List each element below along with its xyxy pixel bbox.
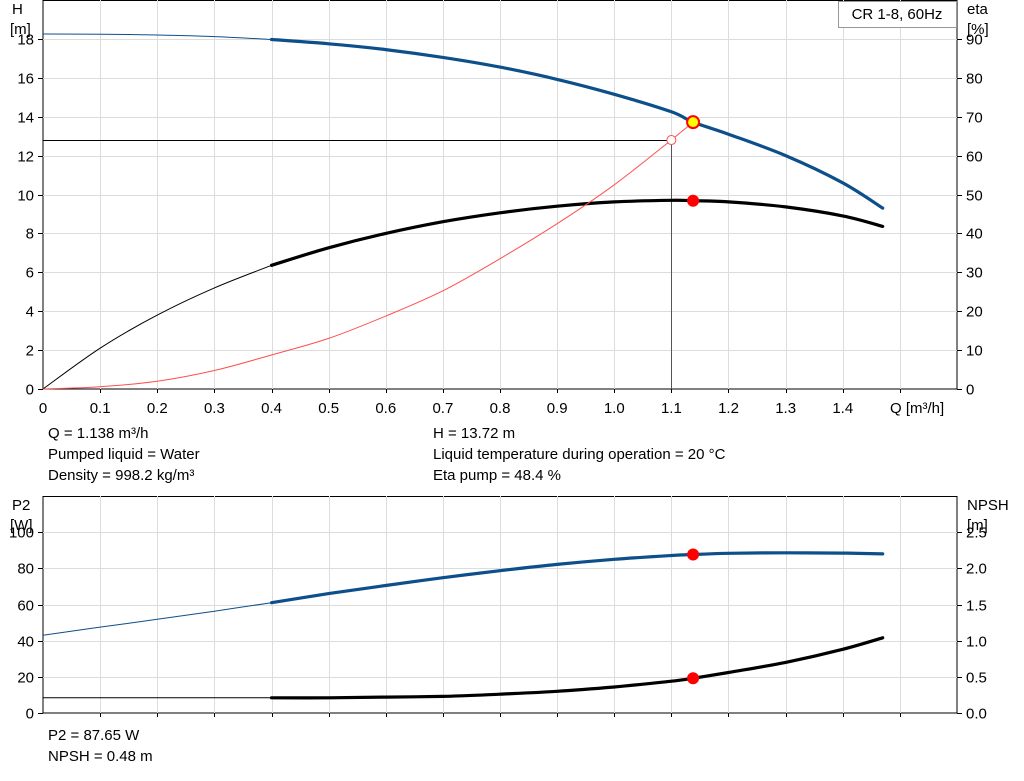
npsh-readout: NPSH = 0.48 m xyxy=(48,748,153,765)
bottom-P2-curve-thin xyxy=(42,602,272,636)
x-axis-label: Q [m³/h] xyxy=(890,400,944,417)
top-H-curve-thin xyxy=(42,33,272,40)
x-tick-label: 1.4 xyxy=(832,400,853,417)
bottom-y-left-tick-label: 100 xyxy=(9,525,34,542)
x-tick-label: 0.4 xyxy=(261,400,282,417)
bottom-y-right-tick-label: 0.5 xyxy=(966,670,987,687)
x-tick-label: 0.1 xyxy=(90,400,111,417)
top-y-right-tick-label: 30 xyxy=(966,265,983,282)
chart-title-box xyxy=(838,1,957,28)
bottom-y-right-unit: [m] xyxy=(967,517,988,534)
x-tick-label: 1.0 xyxy=(604,400,625,417)
pumped-liquid-readout: Pumped liquid = Water xyxy=(48,446,200,463)
top-y-left-tick-label: 8 xyxy=(26,226,34,243)
top-eta-curve-thin xyxy=(42,264,272,390)
info-right: H = 13.72 m Liquid temperature during op… xyxy=(433,423,725,486)
x-tick-label: 0.5 xyxy=(318,400,339,417)
bottom-P2-curve xyxy=(269,551,885,605)
top-y-right-tick-label: 20 xyxy=(966,304,983,321)
x-tick-label: 1.1 xyxy=(661,400,682,417)
x-tick-label: 1.2 xyxy=(718,400,739,417)
eta-pump-readout: Eta pump = 48.4 % xyxy=(433,467,561,484)
operating-point-npsh-marker xyxy=(687,672,700,685)
top-eta-curve xyxy=(269,198,885,267)
top-system-curve xyxy=(42,139,672,390)
top-H-curve xyxy=(269,37,885,210)
flow-readout: Q = 1.138 m³/h xyxy=(48,425,149,442)
operating-point-h-marker xyxy=(686,115,701,130)
top-y-left-tick-label: 0 xyxy=(26,382,34,399)
x-tick-label: 0.9 xyxy=(547,400,568,417)
top-y-right-tick-label: 80 xyxy=(966,71,983,88)
operating-point-p2-marker xyxy=(687,548,700,561)
top-y-right-tick-label: 60 xyxy=(966,149,983,166)
info-left: Q = 1.138 m³/h Pumped liquid = Water Den… xyxy=(48,423,200,486)
top-y-left-tick-label: 10 xyxy=(17,188,34,205)
p2-readout: P2 = 87.65 W xyxy=(48,727,140,744)
liquid-temperature-readout: Liquid temperature during operation = 20… xyxy=(433,446,726,463)
top-y-right-tick-label: 90 xyxy=(966,32,983,49)
top-y-left-tick-label: 16 xyxy=(17,71,34,88)
top-y-left-tick-label: 6 xyxy=(26,265,34,282)
top-y-right-tick-label: 70 xyxy=(966,110,983,127)
bottom-y-left-tick-label: 40 xyxy=(17,634,34,651)
bottom-y-right-label: NPSH xyxy=(967,497,1009,514)
bottom-y-right-tick-label: 2.0 xyxy=(966,561,987,578)
x-tick-label: 0.8 xyxy=(490,400,511,417)
x-tick-label: 0.2 xyxy=(147,400,168,417)
top-y-right-tick-label: 50 xyxy=(966,188,983,205)
bottom-NPSH-curve xyxy=(269,636,885,700)
bottom-y-right-tick-label: 1.5 xyxy=(966,598,987,615)
top-y-left-tick-label: 4 xyxy=(26,304,34,321)
density-readout: Density = 998.2 kg/m³ xyxy=(48,467,195,484)
top-y-left-tick-label: 18 xyxy=(17,32,34,49)
x-tick-label: 0.3 xyxy=(204,400,225,417)
top-y-right-label: eta xyxy=(967,1,989,18)
bottom-y-left-tick-label: 60 xyxy=(17,598,34,615)
bottom-y-right-tick-label: 1.0 xyxy=(966,634,987,651)
top-y-right-tick-label: 40 xyxy=(966,226,983,243)
info-bottom: P2 = 87.65 W NPSH = 0.48 m xyxy=(48,725,153,767)
top-y-left-tick-label: 2 xyxy=(26,343,34,360)
duty-point-marker xyxy=(666,135,677,146)
x-tick-label: 0.6 xyxy=(375,400,396,417)
x-tick-label: 0.7 xyxy=(432,400,453,417)
bottom-y-left-tick-label: 80 xyxy=(17,561,34,578)
top-y-right-tick-label: 10 xyxy=(966,343,983,360)
x-tick-label: 1.3 xyxy=(775,400,796,417)
bottom-y-left-unit: [W] xyxy=(10,517,33,534)
bottom-y-left-tick-label: 20 xyxy=(17,670,34,687)
x-tick-label: 0 xyxy=(39,400,47,417)
head-readout: H = 13.72 m xyxy=(433,425,516,442)
top-y-left-unit: [m] xyxy=(10,21,31,38)
top-y-left-label: H xyxy=(12,1,23,18)
top-y-right-tick-label: 0 xyxy=(966,382,974,399)
bottom-y-right-tick-label: 2.5 xyxy=(966,525,987,542)
operating-point-eta-marker xyxy=(687,194,700,207)
chart-title: CR 1-8, 60Hz xyxy=(852,6,943,23)
top-y-right-unit: [%] xyxy=(967,21,989,38)
top-y-left-tick-label: 12 xyxy=(17,149,34,166)
bottom-y-right-tick-label: 0.0 xyxy=(966,706,987,723)
bottom-y-left-label: P2 xyxy=(12,497,30,514)
top-y-left-tick-label: 14 xyxy=(17,110,34,127)
bottom-y-left-tick-label: 0 xyxy=(26,706,34,723)
